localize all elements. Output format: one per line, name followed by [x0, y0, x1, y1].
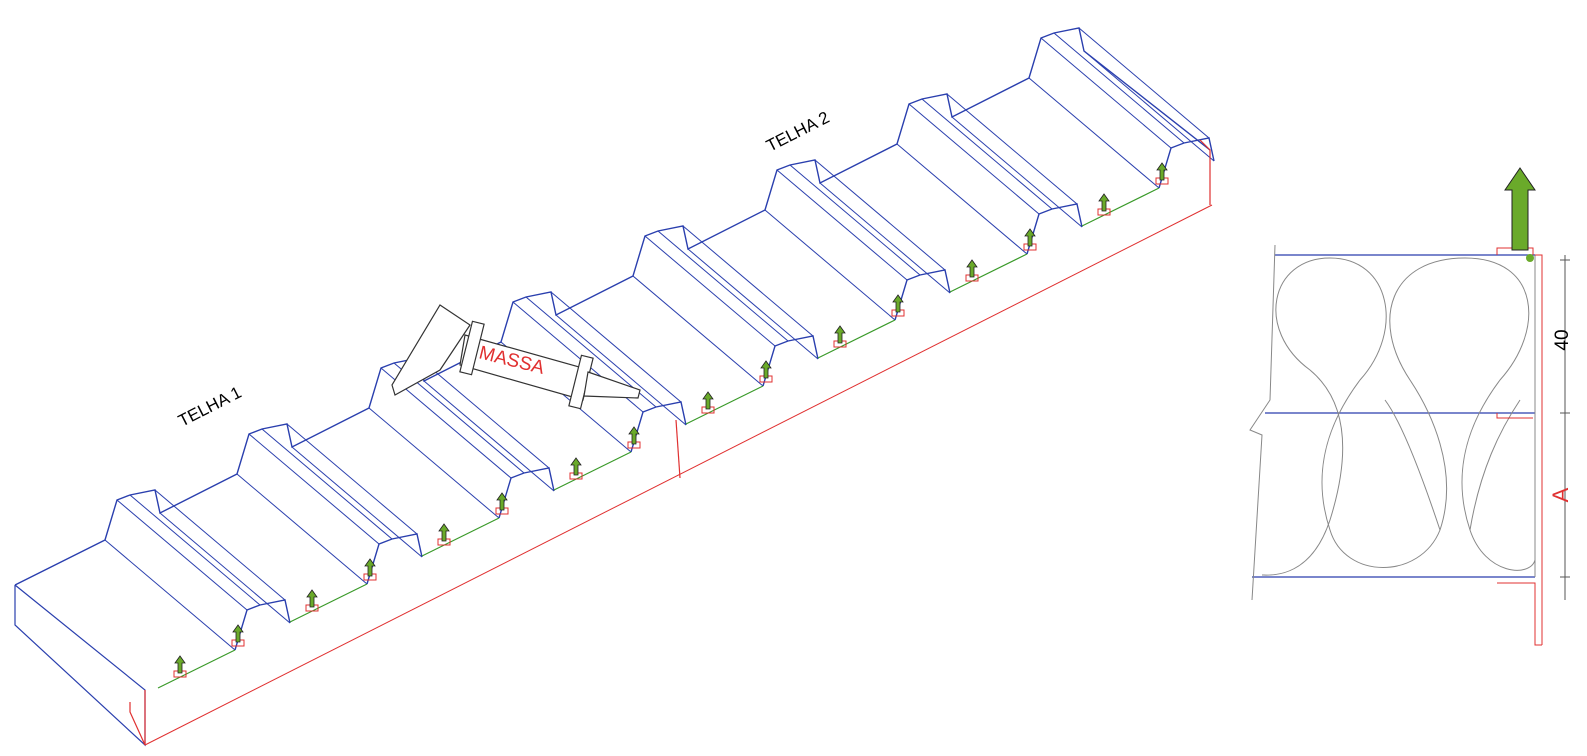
rib-edge [946, 93, 1078, 205]
fastener-arrow [892, 294, 904, 313]
rib-edge [236, 473, 368, 585]
rib-front [630, 401, 687, 453]
rib-edge [657, 230, 789, 342]
rib-edge [776, 169, 908, 281]
rib-edge [129, 494, 261, 606]
rib-edge [789, 164, 921, 276]
rib-edge [814, 159, 946, 271]
insulation-loop [1384, 399, 1521, 531]
insulation-loop [1321, 257, 1536, 571]
gun-nozzle [583, 371, 641, 399]
rib-front [1158, 137, 1215, 189]
rib-edge [550, 291, 682, 403]
rib-edge [423, 380, 555, 492]
rib-edge [1083, 50, 1215, 162]
fastener-arrow [1098, 193, 1110, 212]
rib-edge [644, 235, 776, 347]
fastener-dot [1526, 254, 1534, 262]
rib-edge [819, 182, 951, 294]
rib-edge [951, 116, 1083, 228]
rib-front [762, 335, 819, 387]
fastener-arrow [570, 457, 582, 476]
fastener-arrow [628, 426, 640, 445]
rib-edge [632, 275, 764, 387]
section-label: A [1548, 487, 1573, 502]
panel-end-red [1199, 139, 1211, 205]
rib-edge [1028, 77, 1160, 189]
rib-edge [291, 446, 423, 558]
rib-edge [286, 423, 418, 535]
arrow-icon [1504, 167, 1536, 251]
rib-edge [921, 98, 1053, 210]
rib-front [498, 467, 555, 519]
section-detail [1249, 167, 1570, 646]
rib-edge [687, 248, 819, 360]
rib-edge [682, 225, 814, 337]
panel-end-red [129, 690, 146, 746]
fastener-arrow [496, 492, 508, 511]
fastener-arrow [1156, 162, 1168, 181]
panel-bottom [144, 204, 1213, 746]
insulation-loop [1261, 257, 1344, 576]
caulk-gun [391, 304, 641, 410]
seal-line [685, 385, 764, 425]
fastener-arrow [174, 655, 186, 674]
seal-line [421, 517, 500, 557]
seal-line [1081, 187, 1160, 227]
rib-edge [555, 314, 687, 426]
rib-front [234, 599, 291, 651]
seal-line [817, 319, 896, 359]
fastener-arrow [306, 589, 318, 608]
tile-label: TELHA 2 [763, 108, 832, 156]
flashing [1496, 413, 1533, 419]
rib-edge [261, 428, 393, 540]
rib-edge [154, 489, 286, 601]
panel-back-edge [14, 27, 1211, 586]
seal-line [553, 451, 632, 491]
seal-line [289, 583, 368, 623]
break-line [1249, 244, 1276, 601]
fastener-arrow [966, 259, 978, 278]
fastener-arrow [760, 360, 772, 379]
rib-front [894, 269, 951, 321]
seal-line [949, 253, 1028, 293]
rib-edge [104, 539, 236, 651]
rib-edge [1040, 37, 1172, 149]
rib-edge [116, 499, 248, 611]
rib-edge [159, 512, 291, 624]
tile-label: TELHA 1 [175, 383, 244, 431]
fastener-arrow [1024, 228, 1036, 247]
rib-edge [1078, 27, 1210, 139]
panel-end [14, 584, 146, 747]
rib-edge [764, 209, 896, 321]
fastener-arrow [364, 558, 376, 577]
fastener-arrow [232, 624, 244, 643]
panel-joint [675, 419, 681, 479]
rib-edge [908, 103, 1040, 215]
flashing [1535, 254, 1543, 645]
seal-line [157, 649, 236, 689]
fastener-arrow [438, 523, 450, 542]
roof-panel [14, 27, 1215, 747]
rib-edge [1053, 32, 1185, 144]
rib-edge [368, 407, 500, 519]
rib-front [366, 533, 423, 585]
flashing [1497, 582, 1542, 646]
rib-front [1026, 203, 1083, 255]
dimension-label: 40 [1552, 329, 1573, 350]
gun-cap [459, 320, 485, 376]
rib-edge [418, 357, 550, 469]
rib-edge [896, 143, 1028, 255]
rib-edge [248, 433, 380, 545]
gun-handle [391, 304, 471, 396]
fastener-arrow [702, 391, 714, 410]
fastener-arrow [834, 325, 846, 344]
